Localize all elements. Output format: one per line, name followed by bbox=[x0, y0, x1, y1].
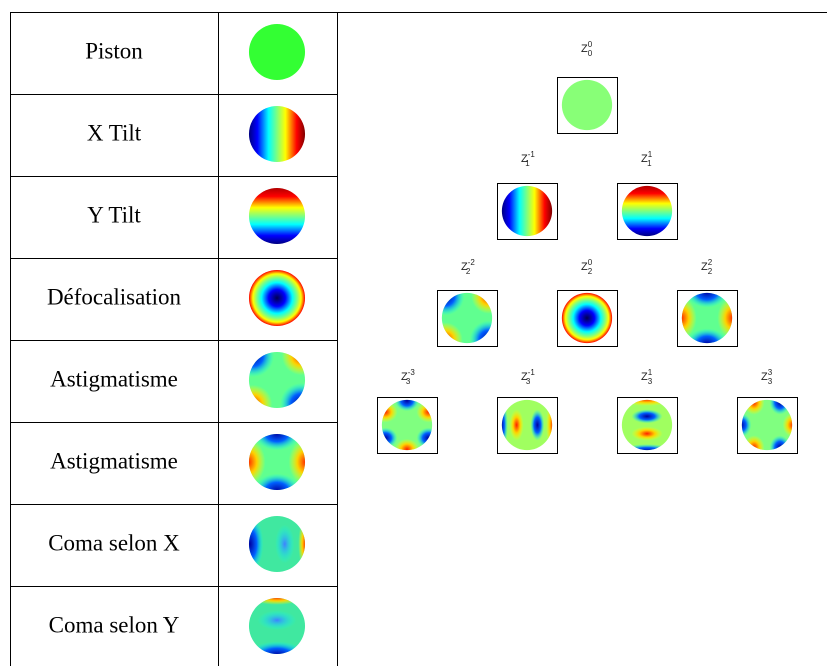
mode-box bbox=[437, 290, 498, 347]
icon-defocus bbox=[248, 269, 306, 327]
table-lines bbox=[10, 12, 827, 666]
label-sup: 3 bbox=[768, 368, 773, 377]
label-sup: -1 bbox=[528, 150, 536, 159]
label-sup: 0 bbox=[588, 40, 593, 49]
label-sub: 0 bbox=[588, 49, 593, 58]
table-rows: Piston X Tilt Y Tilt Défocalisation Astigmat… bbox=[47, 38, 182, 637]
label-sub: 3 bbox=[406, 377, 411, 386]
mode-box bbox=[617, 183, 678, 240]
label-symbol: Z bbox=[761, 371, 768, 383]
label-sup: 0 bbox=[588, 258, 593, 267]
row-label: X Tilt bbox=[87, 120, 142, 145]
mode-map bbox=[494, 399, 560, 451]
label-symbol: Z bbox=[641, 371, 648, 383]
row-icons bbox=[231, 23, 324, 666]
mode-label: Z-2 2 bbox=[461, 258, 475, 276]
mode-map bbox=[731, 390, 804, 459]
mode-map bbox=[561, 292, 613, 344]
mode-box bbox=[617, 397, 678, 454]
label-symbol: Z bbox=[401, 371, 408, 383]
mode-map bbox=[621, 392, 673, 458]
icon-coma-y bbox=[248, 589, 306, 666]
mode-box bbox=[737, 397, 798, 454]
label-symbol: Z bbox=[701, 261, 708, 273]
icon-piston bbox=[248, 23, 306, 81]
mode-label: Z2 2 bbox=[701, 258, 713, 276]
mode-box bbox=[557, 290, 618, 347]
label-sup: 1 bbox=[648, 368, 653, 377]
label-sub: 3 bbox=[526, 377, 531, 386]
row-label: Piston bbox=[85, 38, 143, 63]
label-sub: 3 bbox=[648, 377, 653, 386]
mode-box bbox=[677, 290, 738, 347]
label-symbol: Z bbox=[581, 43, 588, 55]
mode-box bbox=[497, 183, 558, 240]
row-label: Astigmatisme bbox=[50, 448, 178, 473]
label-sup: 1 bbox=[648, 150, 653, 159]
mode-label: Z0 2 bbox=[581, 258, 593, 276]
mode-label: Z-3 3 bbox=[401, 368, 415, 386]
mode-label: Z1 1 bbox=[641, 150, 653, 168]
mode-box bbox=[497, 397, 558, 454]
mode-map bbox=[621, 185, 673, 237]
mode-label: Z3 3 bbox=[761, 368, 773, 386]
label-symbol: Z bbox=[521, 153, 528, 165]
mode-map bbox=[561, 79, 613, 131]
icon-x-tilt bbox=[248, 105, 306, 163]
label-sub: 2 bbox=[466, 267, 471, 276]
icon-y-tilt bbox=[248, 187, 306, 245]
row-label: Coma selon Y bbox=[49, 612, 180, 637]
label-sup: 2 bbox=[708, 258, 713, 267]
icon-astigmatism bbox=[232, 335, 323, 426]
label-symbol: Z bbox=[581, 261, 588, 273]
label-symbol: Z bbox=[641, 153, 648, 165]
mode-label: Z-1 3 bbox=[521, 368, 535, 386]
row-label: Astigmatisme bbox=[50, 366, 178, 391]
row-label: Y Tilt bbox=[87, 202, 141, 227]
label-sup: -3 bbox=[408, 368, 416, 377]
label-sup: -2 bbox=[468, 258, 476, 267]
label-symbol: Z bbox=[521, 371, 528, 383]
mode-label: Z-1 1 bbox=[521, 150, 535, 168]
label-sub: 3 bbox=[768, 377, 773, 386]
label-sub: 2 bbox=[588, 267, 593, 276]
mode-map bbox=[501, 185, 553, 237]
mode-label: Z1 3 bbox=[641, 368, 653, 386]
label-sub: 1 bbox=[647, 159, 652, 168]
mode-label: Z0 0 bbox=[581, 40, 593, 58]
label-sub: 1 bbox=[525, 159, 530, 168]
label-sub: 2 bbox=[708, 267, 713, 276]
mode-box bbox=[377, 397, 438, 454]
zernike-pyramid: Z0 0Z-1 1 Z1 1Z-2 2 Z0 2 Z2 2Z-3 3 Z-1 3 Z1 3 Z3 3 bbox=[373, 40, 804, 459]
mode-map bbox=[373, 390, 441, 459]
mode-box bbox=[557, 77, 618, 134]
row-label: Défocalisation bbox=[47, 284, 182, 309]
label-sup: -1 bbox=[528, 368, 536, 377]
row-label: Coma selon X bbox=[48, 530, 180, 555]
icon-astigmatism bbox=[231, 416, 324, 509]
icon-coma-x bbox=[236, 515, 313, 573]
label-symbol: Z bbox=[461, 261, 468, 273]
